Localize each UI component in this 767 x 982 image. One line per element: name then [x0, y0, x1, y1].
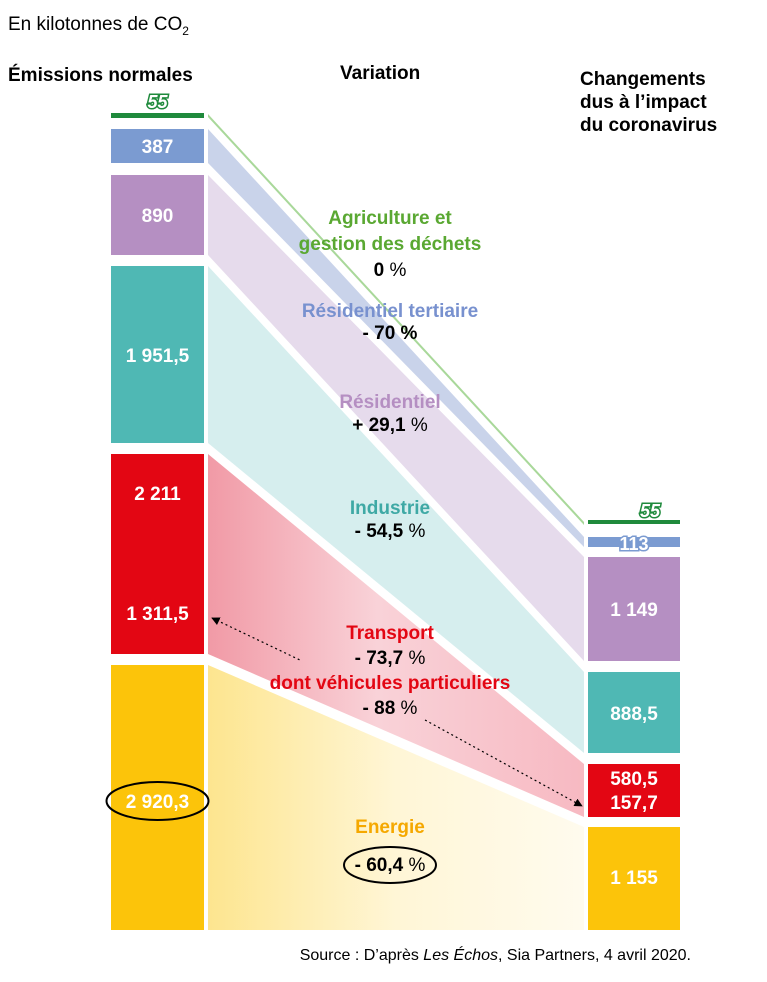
header-right-line-1: Changements — [580, 69, 706, 90]
value-normal-transport: 2 211 — [134, 484, 181, 505]
header-right-line-2: dus à l’impact — [580, 92, 707, 113]
value-normal-residentiel: 890 — [142, 206, 174, 227]
sector-name-agriculture-line2: gestion des déchets — [299, 234, 482, 255]
bar-impact-residentiel_tertiaire — [588, 537, 680, 547]
bar-normal-transport — [111, 454, 204, 654]
value-normal-agriculture: 55 — [147, 92, 168, 112]
value-impact-transport: 580,5 — [610, 769, 658, 790]
value-normal-energie: 2 920,3 — [126, 792, 189, 813]
bar-impact-agriculture — [588, 520, 680, 524]
highlight-ellipse-energie-normal — [105, 781, 210, 821]
variation-agriculture: 0 % — [374, 260, 407, 281]
source-publication: Les Échos — [423, 947, 499, 964]
bar-normal-agriculture — [111, 113, 204, 118]
sector-name-transport: Transport — [346, 623, 434, 644]
unit-label-subscript: 2 — [182, 23, 189, 38]
value-impact-agriculture: 55 — [640, 501, 661, 521]
value-normal-industrie: 1 951,5 — [126, 346, 190, 367]
sector-name-residentiel: Résidentiel — [339, 392, 440, 413]
bar-impact-industrie — [588, 672, 680, 753]
flow-band-residentiel_tertiaire — [208, 129, 584, 547]
header-coronavirus-impact: Changements dus à l’impact du coronaviru… — [580, 68, 755, 137]
variation-residentiel-tertiaire: - 70 % — [363, 323, 418, 344]
flow-band-agriculture — [208, 114, 584, 525]
unit-label: En kilotonnes de CO2 — [8, 14, 189, 38]
bar-normal-industrie — [111, 266, 204, 443]
variation-vehicules-particuliers: - 88 % — [363, 698, 418, 719]
header-right-line-3: du coronavirus — [580, 115, 718, 136]
bar-normal-residentiel_tertiaire — [111, 129, 204, 163]
flow-band-residentiel — [208, 175, 584, 661]
bar-normal-residentiel — [111, 175, 204, 255]
variation-transport: - 73,7 % — [355, 648, 426, 669]
value-impact-energie: 1 155 — [610, 868, 658, 889]
source-prefix: Source : D’après — [299, 947, 424, 964]
variation-industrie: - 54,5 % — [355, 521, 426, 542]
sector-name-residentiel-tertiaire: Résidentiel tertiaire — [302, 301, 478, 322]
sector-name-industrie: Industrie — [350, 498, 430, 519]
sector-name-vehicules-particuliers: dont véhicules particuliers — [270, 673, 511, 694]
value-normal-transport-vehicules: 1 311,5 — [126, 604, 189, 625]
flow-band-industrie — [208, 266, 584, 753]
variation-residentiel: + 29,1 % — [352, 415, 428, 436]
bar-impact-energie — [588, 827, 680, 930]
flow-band-transport — [208, 454, 584, 817]
flow-band-energie — [208, 665, 584, 930]
bar-impact-residentiel — [588, 557, 680, 661]
arrow-vehicules-left — [211, 617, 303, 662]
value-impact-residentiel: 1 149 — [610, 600, 658, 621]
source-note: Source : D’après Les Échos, Sia Partners… — [300, 947, 691, 965]
source-suffix: , Sia Partners, 4 avril 2020. — [498, 947, 691, 964]
value-impact-residentiel-tertiaire: 113 — [619, 534, 648, 554]
unit-label-text: En kilotonnes de CO — [8, 14, 183, 35]
header-normal-emissions: Émissions normales — [8, 65, 193, 86]
highlight-ellipse-energie-variation — [343, 846, 437, 884]
sector-name-agriculture-line1: Agriculture et — [328, 208, 452, 229]
variation-energie: - 60,4 % — [355, 855, 426, 876]
bar-impact-transport — [588, 764, 680, 817]
value-normal-residentiel-tertiaire: 387 — [142, 137, 174, 158]
bar-normal-energie — [111, 665, 204, 930]
sector-name-energie: Energie — [355, 817, 425, 838]
value-impact-industrie: 888,5 — [610, 704, 658, 725]
header-variation: Variation — [340, 63, 421, 84]
value-impact-transport-vehicules: 157,7 — [610, 793, 658, 814]
